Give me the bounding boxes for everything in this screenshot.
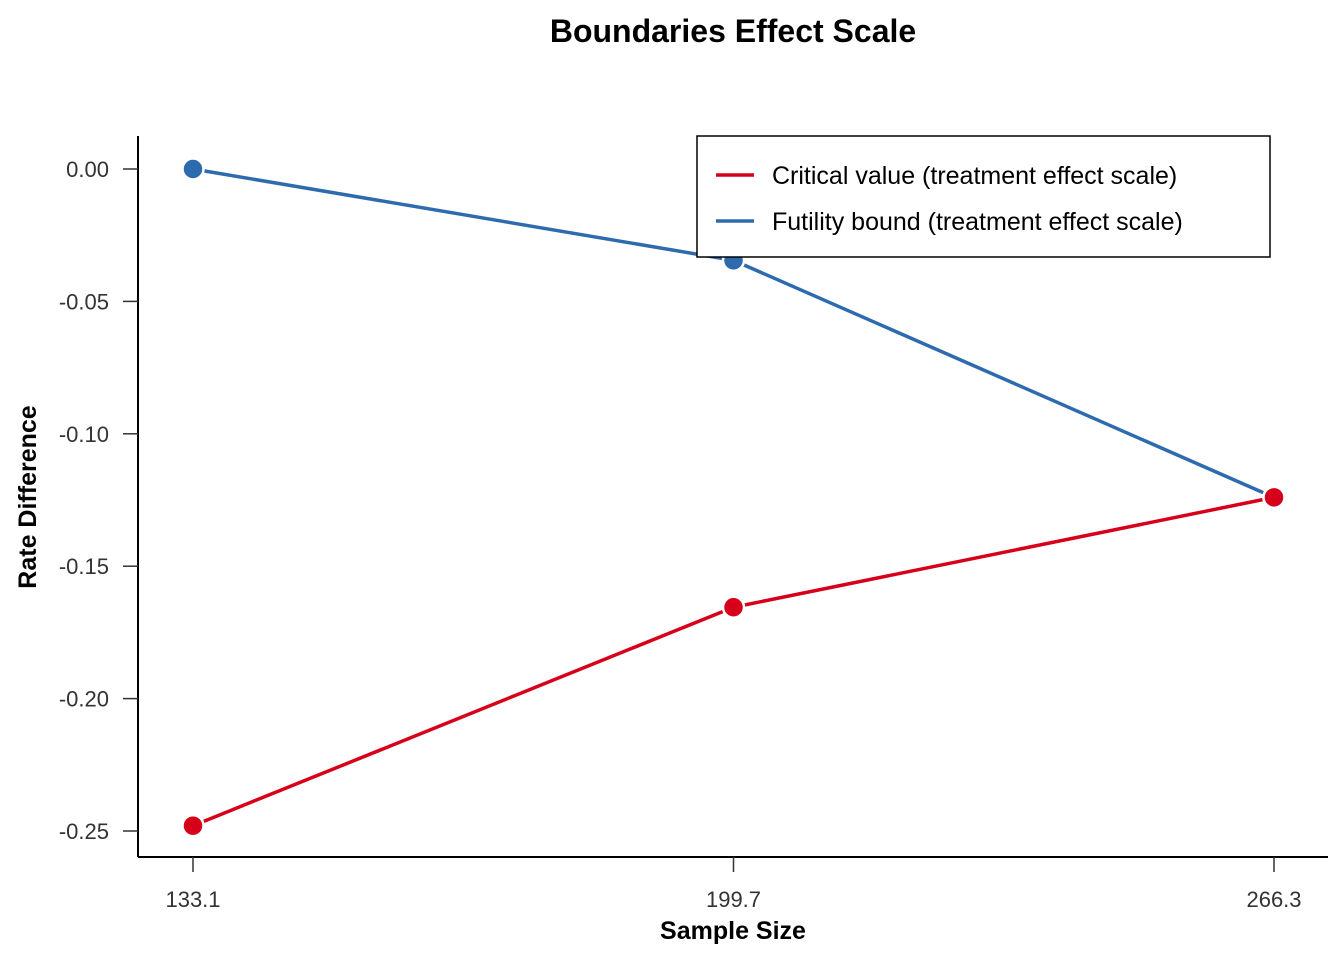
x-tick-label: 199.7 bbox=[706, 887, 761, 912]
y-tick-label: 0.00 bbox=[66, 157, 109, 182]
data-point-critical-value bbox=[1262, 485, 1286, 510]
data-point-critical-value bbox=[721, 595, 746, 619]
x-tick-label: 133.1 bbox=[165, 887, 220, 912]
legend-label-futility-bound: Futility bound (treatment effect scale) bbox=[772, 208, 1183, 236]
y-tick-label: -0.10 bbox=[59, 422, 109, 447]
series-line-critical-value bbox=[191, 495, 1276, 828]
chart-title: Boundaries Effect Scale bbox=[550, 13, 916, 49]
x-axis-title: Sample Size bbox=[660, 917, 806, 945]
y-tick-label: -0.25 bbox=[59, 819, 109, 844]
legend: Critical value (treatment effect scale) … bbox=[696, 135, 1271, 258]
data-point-critical-value bbox=[181, 813, 205, 838]
y-tick-label: -0.15 bbox=[59, 554, 109, 579]
data-point-futility-bound bbox=[181, 157, 205, 181]
legend-box bbox=[696, 135, 1271, 258]
legend-label-critical-value: Critical value (treatment effect scale) bbox=[772, 162, 1177, 190]
x-tick-label: 266.3 bbox=[1246, 887, 1301, 912]
ticks: 0.00 -0.05 -0.10 -0.15 -0.20 -0.25 133.1 199.7 2… bbox=[59, 157, 1302, 912]
y-tick-label: -0.05 bbox=[59, 289, 109, 314]
y-axis-title: Rate Difference bbox=[14, 405, 42, 588]
series-points bbox=[181, 157, 1286, 838]
y-tick-label: -0.20 bbox=[59, 687, 109, 712]
